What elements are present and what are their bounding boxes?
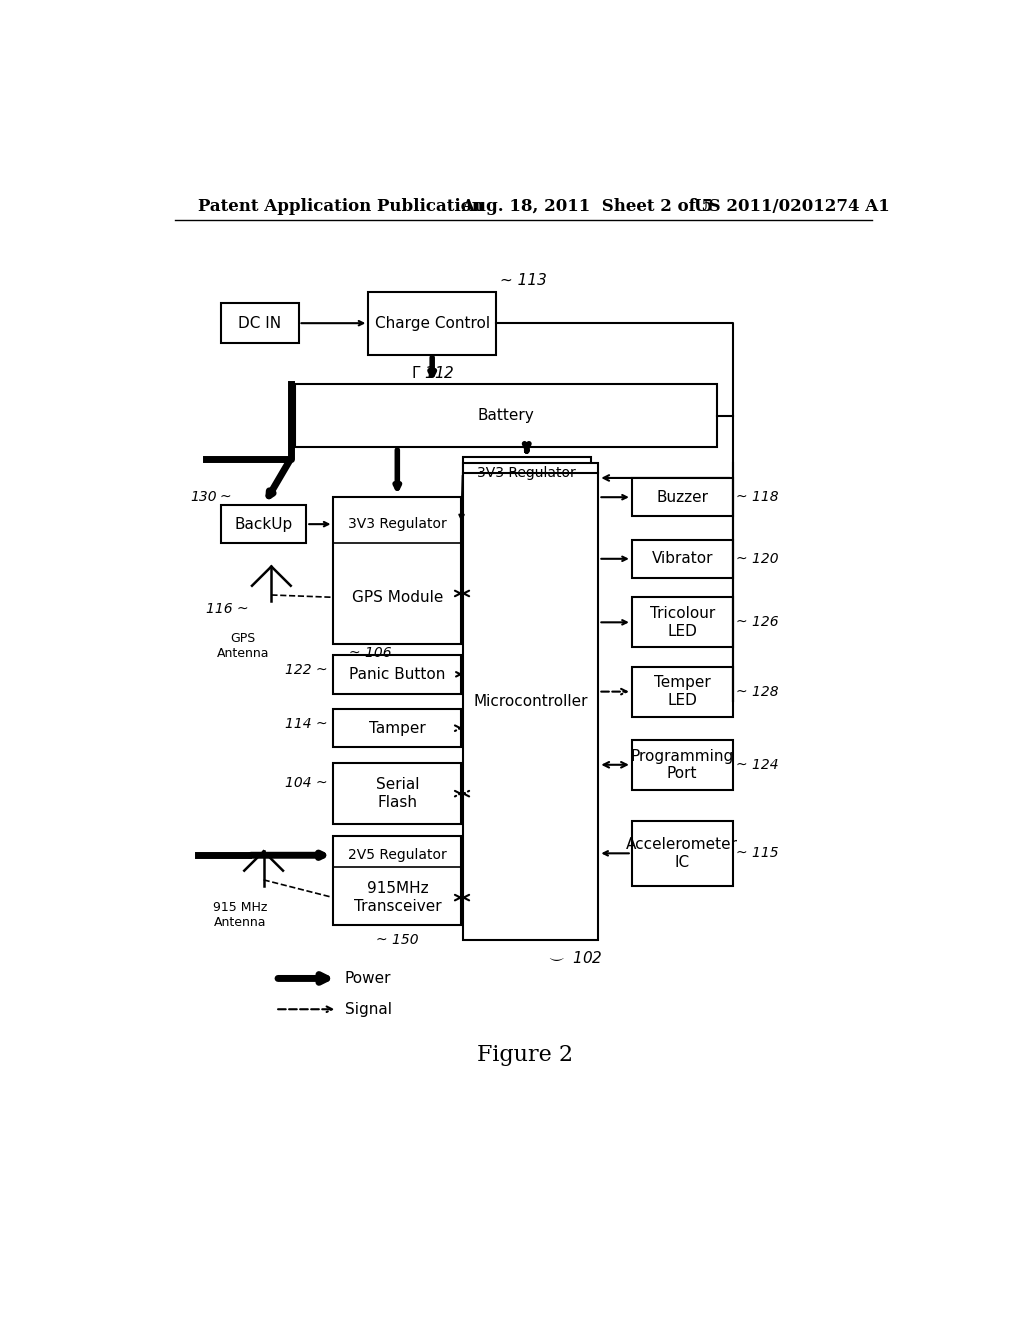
Bar: [221, 304, 299, 343]
Text: 130: 130: [190, 490, 217, 504]
Text: Charge Control: Charge Control: [375, 315, 489, 331]
Text: DC IN: DC IN: [239, 315, 282, 331]
Text: 915 MHz
Antenna: 915 MHz Antenna: [213, 902, 267, 929]
Bar: [632, 478, 732, 516]
Text: 2V5 Regulator: 2V5 Regulator: [348, 849, 446, 862]
Text: US 2011/0201274 A1: US 2011/0201274 A1: [693, 198, 890, 215]
Text: Microcontroller: Microcontroller: [473, 694, 588, 709]
Bar: [632, 667, 732, 717]
Bar: [221, 506, 306, 544]
Bar: [334, 498, 461, 644]
Bar: [632, 598, 732, 647]
Text: Serial
Flash: Serial Flash: [376, 777, 419, 810]
Text: Accelerometer
IC: Accelerometer IC: [626, 837, 738, 870]
Bar: [632, 739, 732, 789]
Text: Panic Button: Panic Button: [349, 667, 445, 682]
Text: ~ 115: ~ 115: [736, 846, 779, 861]
Text: ~ 150: ~ 150: [376, 933, 419, 946]
Text: Tricolour
LED: Tricolour LED: [649, 606, 715, 639]
Text: ~ 118: ~ 118: [736, 490, 779, 504]
Text: ~: ~: [219, 490, 231, 504]
Text: ~ 120: ~ 120: [736, 552, 779, 566]
Bar: [463, 457, 591, 488]
Text: Battery: Battery: [477, 408, 535, 424]
Bar: [334, 655, 461, 693]
Text: Temper
LED: Temper LED: [653, 676, 711, 708]
Text: ~ 113: ~ 113: [500, 273, 547, 289]
Text: Vibrator: Vibrator: [651, 552, 713, 566]
Bar: [295, 384, 717, 447]
Bar: [463, 462, 598, 940]
Text: Signal: Signal: [345, 1002, 392, 1016]
Text: ~ 124: ~ 124: [736, 758, 779, 772]
Text: ~ 126: ~ 126: [736, 615, 779, 630]
Text: Tamper: Tamper: [369, 721, 426, 735]
Text: BackUp: BackUp: [234, 516, 293, 532]
Bar: [632, 540, 732, 578]
Text: $\mathsf{\Gamma}$ 112: $\mathsf{\Gamma}$ 112: [411, 364, 455, 381]
Text: ~ 106: ~ 106: [349, 647, 391, 660]
Text: 915MHz
Transceiver: 915MHz Transceiver: [353, 882, 441, 913]
Text: Power: Power: [345, 972, 391, 986]
Text: 3V3 Regulator: 3V3 Regulator: [348, 517, 446, 531]
Text: GPS Module: GPS Module: [351, 590, 443, 605]
Text: Patent Application Publication: Patent Application Publication: [198, 198, 483, 215]
Bar: [334, 763, 461, 825]
Bar: [632, 821, 732, 886]
Text: $\smile$ 102: $\smile$ 102: [546, 950, 602, 966]
Text: Aug. 18, 2011  Sheet 2 of 5: Aug. 18, 2011 Sheet 2 of 5: [461, 198, 714, 215]
Bar: [334, 709, 461, 747]
Text: ~ 128: ~ 128: [736, 685, 779, 698]
Text: 114 ~: 114 ~: [285, 717, 328, 731]
Text: Figure 2: Figure 2: [477, 1044, 572, 1067]
Bar: [369, 292, 496, 355]
Text: 116 ~: 116 ~: [206, 602, 248, 615]
Bar: [334, 836, 461, 924]
Text: Buzzer: Buzzer: [656, 490, 709, 504]
Text: GPS
Antenna: GPS Antenna: [216, 632, 269, 660]
Text: 3V3 Regulator: 3V3 Regulator: [477, 466, 577, 479]
Text: 122 ~: 122 ~: [285, 664, 328, 677]
Text: Programming
Port: Programming Port: [631, 748, 734, 781]
Text: 104 ~: 104 ~: [285, 776, 328, 791]
